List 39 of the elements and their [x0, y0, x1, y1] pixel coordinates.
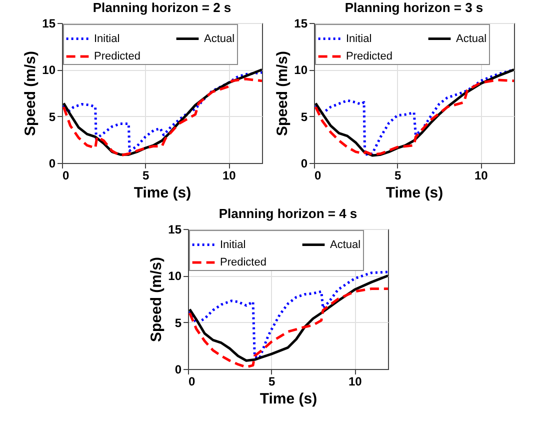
y-tick-label: 10: [294, 63, 308, 78]
legend-label: Actual: [456, 32, 487, 45]
y-axis-title: Speed (m/s): [148, 256, 166, 342]
chart-title: Planning horizon = 3 s: [344, 0, 484, 15]
y-tick-label: 5: [300, 110, 308, 124]
y-tick-label: 5: [48, 110, 56, 124]
y-tick-label: 0: [48, 156, 56, 170]
x-tick-label: 10: [348, 374, 362, 388]
legend-label: Predicted: [220, 256, 266, 268]
y-tick-label: 5: [174, 316, 182, 330]
legend-label: Initial: [94, 32, 120, 45]
x-axis-title: Time (s): [134, 184, 192, 202]
x-axis-title: Time (s): [386, 184, 444, 202]
legend-label: Initial: [346, 32, 372, 45]
x-tick-label: 5: [394, 168, 402, 182]
x-axis-title: Time (s): [260, 390, 318, 408]
y-tick-label: 0: [300, 156, 308, 170]
y-axis-title: Speed (m/s): [22, 50, 40, 136]
y-tick-label: 15: [168, 222, 182, 236]
legend-label: Predicted: [346, 50, 392, 62]
x-tick-label: 10: [222, 168, 236, 182]
x-tick-label: 10: [474, 168, 488, 182]
y-tick-label: 15: [42, 16, 56, 30]
x-tick-label: 0: [314, 168, 322, 182]
x-tick-label: 5: [142, 168, 150, 182]
chart-title: Planning horizon = 4 s: [218, 206, 358, 221]
y-axis-title: Speed (m/s): [274, 50, 292, 136]
legend-label: Predicted: [94, 50, 140, 62]
y-tick-label: 0: [174, 362, 182, 376]
y-tick-label: 10: [168, 269, 182, 284]
y-tick-label: 10: [42, 63, 56, 78]
legend-label: Actual: [330, 238, 361, 251]
x-tick-label: 0: [188, 374, 196, 388]
x-tick-label: 5: [268, 374, 276, 388]
chart-title: Planning horizon = 2 s: [92, 0, 232, 15]
legend-label: Actual: [204, 32, 235, 45]
legend-label: Initial: [220, 238, 246, 251]
x-tick-label: 0: [62, 168, 70, 182]
y-tick-label: 15: [294, 16, 308, 30]
